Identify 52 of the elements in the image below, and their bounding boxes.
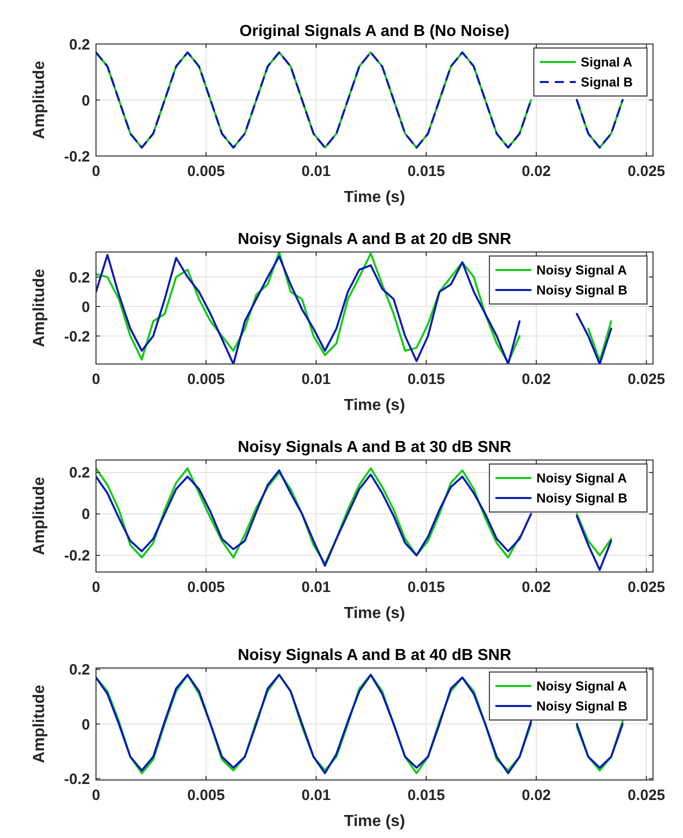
y-tick-label: 0	[82, 506, 90, 524]
x-tick-label: 0.005	[187, 787, 225, 804]
x-axis-title: Time (s)	[344, 397, 406, 414]
x-tick-label: 0.025	[628, 787, 666, 804]
x-tick-label: 0.025	[628, 579, 666, 596]
x-tick-label: 0.02	[522, 787, 551, 804]
y-axis-title: Amplitude	[31, 476, 48, 556]
y-tick-label: 0	[82, 92, 90, 110]
x-tick-label: 0.005	[187, 579, 225, 596]
x-tick-label: 0.015	[407, 371, 446, 388]
legend-label: Signal B	[580, 74, 633, 90]
chart-title: Noisy Signals A and B at 30 dB SNR	[238, 439, 512, 456]
chart-title: Original Signals A and B (No Noise)	[240, 23, 510, 40]
x-tick-label: 0.02	[522, 163, 551, 180]
y-tick-label: -0.2	[64, 148, 90, 166]
legend-label: Noisy Signal A	[536, 470, 628, 486]
x-tick-label: 0.01	[302, 787, 331, 804]
x-tick-label: 0.015	[407, 787, 446, 804]
y-axis-title: Amplitude	[31, 60, 48, 140]
y-tick-label: 0	[82, 298, 90, 316]
y-tick-label: -0.2	[64, 328, 90, 346]
x-tick-label: 0.015	[407, 579, 446, 596]
legend-label: Noisy Signal A	[536, 678, 628, 694]
legend-label: Noisy Signal B	[536, 698, 628, 714]
x-tick-label: 0.01	[302, 371, 331, 388]
y-tick-label: -0.2	[64, 548, 90, 565]
x-axis-title: Time (s)	[344, 605, 406, 622]
x-axis-title: Time (s)	[344, 189, 406, 206]
y-tick-label: 0.2	[69, 662, 90, 679]
y-tick-label: 0	[82, 716, 90, 734]
x-tick-label: 0.01	[302, 163, 331, 180]
x-tick-label: 0.015	[407, 163, 446, 180]
x-tick-label: 0.025	[628, 163, 666, 180]
x-tick-label: 0.025	[628, 371, 666, 388]
x-tick-label: 0.005	[187, 163, 225, 180]
x-tick-label: 0.005	[187, 371, 225, 388]
x-tick-label: 0.02	[522, 579, 551, 596]
x-tick-label: 0.02	[522, 371, 551, 388]
x-tick-label: 0.01	[302, 579, 331, 596]
legend-label: Noisy Signal B	[536, 490, 628, 506]
y-axis-title: Amplitude	[31, 268, 48, 348]
chart-title: Noisy Signals A and B at 20 dB SNR	[238, 231, 512, 248]
chart-title: Noisy Signals A and B at 40 dB SNR	[238, 647, 512, 664]
y-tick-label: -0.2	[64, 770, 90, 788]
y-tick-label: 0.2	[69, 464, 90, 482]
legend-label: Noisy Signal A	[536, 262, 628, 278]
legend-label: Signal A	[580, 54, 633, 70]
y-tick-label: 0.2	[69, 269, 90, 286]
y-axis-title: Amplitude	[31, 684, 48, 764]
legend-label: Noisy Signal B	[536, 282, 628, 298]
y-tick-label: 0.2	[69, 36, 90, 54]
x-axis-title: Time (s)	[344, 813, 406, 830]
